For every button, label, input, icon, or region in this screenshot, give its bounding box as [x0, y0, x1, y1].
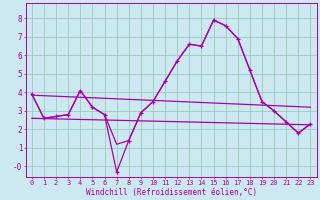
X-axis label: Windchill (Refroidissement éolien,°C): Windchill (Refroidissement éolien,°C) [85, 188, 257, 197]
